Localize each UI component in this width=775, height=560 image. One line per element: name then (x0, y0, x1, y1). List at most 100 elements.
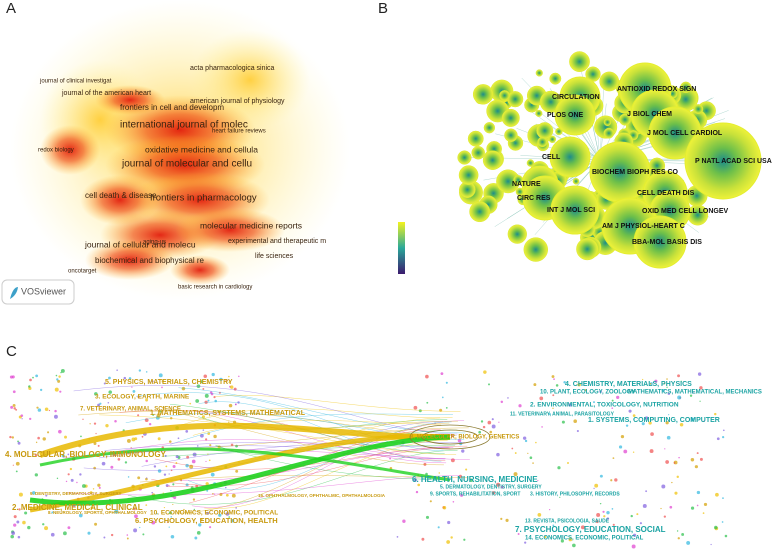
journal-dot (561, 420, 565, 424)
node-label: J MOL CELL CARDIOL (647, 130, 723, 137)
journal-dot (500, 485, 504, 489)
journal-dot (225, 512, 230, 516)
journal-dot (641, 422, 645, 426)
journal-dot (677, 537, 680, 540)
journal-dot (168, 511, 172, 515)
journal-dot (98, 486, 101, 489)
journal-dot (696, 490, 701, 495)
journal-dot (616, 395, 620, 400)
journal-dot (204, 393, 209, 398)
journal-dot (560, 539, 564, 543)
journal-dot (584, 388, 587, 392)
node-label: CELL DEATH DIS (637, 190, 695, 197)
journal-dot (145, 371, 148, 373)
journal-dot (228, 381, 231, 384)
journal-dot (452, 501, 455, 503)
term-label: aging-us (143, 240, 166, 246)
journal-dot (48, 409, 51, 412)
journal-dot (664, 448, 666, 450)
journal-dot (206, 511, 210, 515)
density-hotspot (175, 208, 285, 252)
journal-dot (126, 534, 129, 536)
node (537, 136, 548, 148)
journal-dot (209, 526, 212, 529)
citation-link (170, 413, 453, 445)
journal-dot (22, 520, 26, 525)
journal-dot (238, 375, 240, 378)
journal-dot (417, 483, 421, 487)
journal-dot (500, 517, 503, 520)
journal-dot (228, 421, 230, 423)
journal-dot (442, 506, 447, 510)
cited-cluster: 7. PSYCHOLOGY, EDUCATION, SOCIAL (515, 525, 666, 534)
journal-dot (628, 409, 632, 413)
term-label: frontiers in pharmacology (150, 193, 257, 204)
journal-dot (666, 435, 671, 440)
journal-dot (110, 533, 114, 537)
journal-dot (12, 464, 14, 466)
citation-link (78, 410, 457, 436)
journal-dot (663, 382, 666, 385)
journal-dot (139, 526, 141, 529)
journal-dot (97, 403, 100, 407)
journal-dot (137, 476, 141, 480)
journal-dot (699, 386, 703, 390)
density-hotspot (85, 240, 175, 280)
journal-dot (630, 514, 633, 518)
journal-dot (632, 451, 635, 453)
journal-dot (445, 406, 448, 409)
node-label: ANTIOXID REDOX SIGN (617, 86, 696, 93)
journal-dot (54, 409, 57, 413)
journal-dot (668, 414, 670, 416)
cited-cluster: 5. DERMATOLOGY, DENTISTRY, SURGERY (440, 484, 542, 490)
citing-cluster: 4. MOLECULAR, BIOLOGY, IMMUNOLOGY (5, 450, 167, 459)
node (603, 127, 615, 139)
journal-dot (517, 533, 520, 536)
journal-dot (681, 533, 685, 536)
journal-dot (29, 378, 32, 382)
journal-dot (645, 490, 648, 493)
journal-dot (676, 475, 679, 479)
journal-dot (699, 400, 701, 402)
cited-cluster: 3. HISTORY, PHILOSOPHY, RECORDS (530, 491, 620, 497)
journal-dot (665, 421, 669, 425)
journal-dot (206, 489, 209, 492)
journal-dot (396, 535, 399, 538)
citation-link (127, 450, 458, 505)
citation-link (215, 395, 461, 412)
journal-dot (97, 483, 101, 487)
node-label: PLOS ONE (547, 112, 584, 119)
journal-dot (209, 444, 212, 447)
citation-link (154, 445, 468, 470)
journal-dot (413, 405, 418, 410)
journal-dot (690, 417, 695, 422)
term-label: oxidative medicine and cellula (145, 144, 258, 154)
journal-dot (114, 509, 119, 514)
journal-dot (119, 455, 121, 457)
journal-dot (696, 452, 699, 455)
journal-dot (205, 438, 208, 441)
journal-dot (699, 457, 703, 461)
citation-link (215, 445, 445, 480)
node (603, 118, 612, 127)
journal-dot (482, 425, 486, 429)
journal-dot (80, 435, 82, 438)
journal-dot (703, 420, 705, 423)
journal-dot (721, 521, 724, 523)
journal-dot (114, 419, 117, 423)
journal-dot (16, 520, 20, 524)
journal-dot (166, 521, 169, 524)
journal-dot (204, 400, 208, 404)
journal-dot (548, 413, 551, 416)
journal-dot (568, 537, 573, 542)
journal-dot (230, 518, 235, 523)
term-label: international journal of molec (120, 120, 248, 131)
citation-link (180, 408, 441, 426)
journal-dot (596, 512, 601, 517)
journal-dot (183, 508, 185, 511)
cited-cluster: 1. SYSTEMS, COMPUTING, COMPUTER (588, 417, 720, 424)
journal-dot (163, 506, 166, 509)
journal-dot (128, 377, 132, 380)
journal-dot (533, 383, 537, 387)
journal-dot (202, 388, 205, 390)
